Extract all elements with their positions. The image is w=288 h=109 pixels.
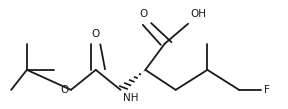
Text: NH: NH: [123, 93, 139, 103]
Text: O: O: [140, 9, 148, 19]
Text: OH: OH: [190, 9, 206, 19]
Text: O: O: [60, 85, 68, 95]
Text: F: F: [264, 85, 270, 95]
Text: O: O: [92, 29, 100, 39]
